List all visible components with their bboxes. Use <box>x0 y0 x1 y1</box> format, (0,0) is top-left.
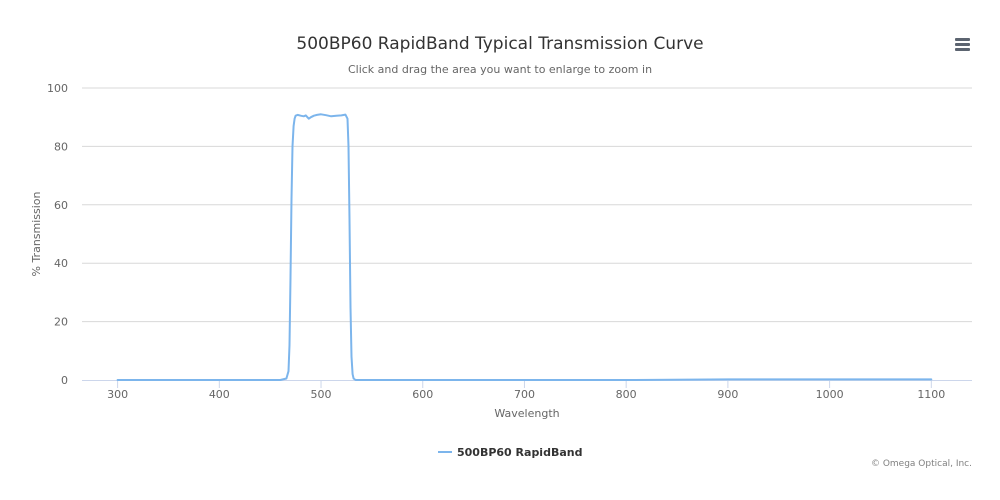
x-tick-label: 500 <box>311 388 332 401</box>
y-axis-title: % Transmission <box>30 191 43 276</box>
x-tick-label: 900 <box>717 388 738 401</box>
x-tick-label: 700 <box>514 388 535 401</box>
menu-icon-bar <box>955 43 970 46</box>
grid-lines <box>82 87 972 323</box>
y-tick-label: 20 <box>54 316 68 329</box>
series-group[interactable] <box>116 113 933 381</box>
y-tick-label: 60 <box>54 199 68 212</box>
legend[interactable]: 500BP60 RapidBand <box>438 446 582 459</box>
x-tick-label: 800 <box>616 388 637 401</box>
series-line-0[interactable] <box>116 113 933 381</box>
y-tick-label: 100 <box>47 82 68 95</box>
y-tick-label: 40 <box>54 257 68 270</box>
menu-icon-bar <box>955 48 970 51</box>
menu-icon-bar <box>955 38 970 41</box>
legend-series-label[interactable]: 500BP60 RapidBand <box>457 446 582 459</box>
y-tick-label: 80 <box>54 140 68 153</box>
credits-link[interactable]: © Omega Optical, Inc. <box>870 459 972 469</box>
x-tick-label: 600 <box>412 388 433 401</box>
x-tick-label: 400 <box>209 388 230 401</box>
y-tick-label: 0 <box>61 374 68 387</box>
chart-subtitle: Click and drag the area you want to enla… <box>348 63 652 76</box>
x-tick-label: 300 <box>107 388 128 401</box>
x-tick-label: 1100 <box>917 388 945 401</box>
x-tick-label: 1000 <box>816 388 844 401</box>
chart-title: 500BP60 RapidBand Typical Transmission C… <box>296 34 703 54</box>
hamburger-menu-icon[interactable] <box>948 32 976 58</box>
x-axis-ticks: 300 400 500 600 700 800 900 1000 1100 <box>107 380 945 401</box>
y-axis-ticks: 0 20 40 60 80 100 <box>47 82 68 387</box>
x-axis-title: Wavelength <box>494 407 559 420</box>
